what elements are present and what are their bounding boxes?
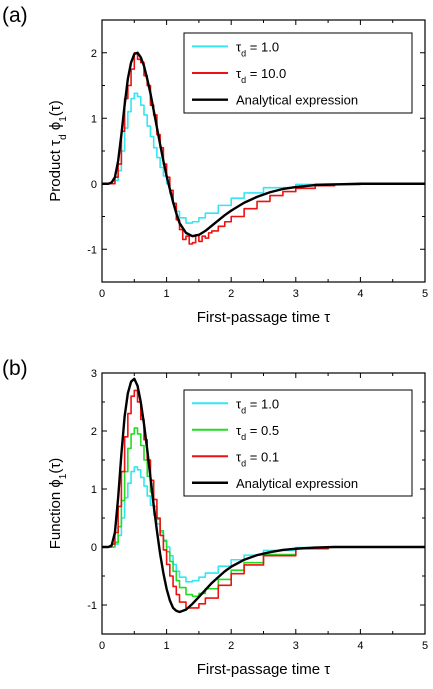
- y-tick-label: 1: [91, 484, 97, 496]
- chart-panel-b: (b) 0 1 2 3 4 5 -1 0 1 2 3 First-passage time τ Funct…: [2, 357, 428, 678]
- legend-label-3: Analytical expression: [236, 93, 358, 108]
- x-tick-label: 2: [228, 288, 234, 300]
- x-tick-label: 4: [357, 640, 363, 652]
- panel-label: (a): [2, 4, 28, 27]
- legend-label-3: τd = 0.1: [236, 449, 279, 468]
- x-tick-label: 5: [422, 288, 428, 300]
- legend-label-1: τd = 1.0: [236, 39, 279, 58]
- panel-label: (b): [2, 357, 28, 380]
- legend-label-1: τd = 1.0: [236, 396, 279, 415]
- series-line-2: [102, 51, 425, 245]
- y-tick-label: 1: [91, 113, 97, 125]
- x-tick-label: 2: [228, 640, 234, 652]
- legend: τd = 1.0 τd = 0.5 τd = 0.1 Analytical expre…: [183, 389, 413, 497]
- x-axis-title: First-passage time τ: [197, 661, 331, 678]
- x-tick-label: 1: [164, 288, 170, 300]
- x-tick-label: 3: [293, 640, 299, 652]
- y-tick-label: 3: [91, 368, 97, 380]
- y-tick-label: -1: [87, 600, 97, 612]
- legend-box: [183, 389, 413, 497]
- legend: τd = 1.0 τd = 10.0 Analytical expression: [183, 32, 413, 114]
- y-tick-label: 0: [91, 542, 97, 554]
- x-tick-label: 1: [164, 640, 170, 652]
- series-line-3: [102, 51, 425, 238]
- y-axis-title: Product τd ϕ1(τ): [47, 100, 69, 201]
- y-tick-label: 2: [91, 426, 97, 438]
- series-line-3: [102, 389, 425, 609]
- y-tick-label: -1: [87, 244, 97, 256]
- y-tick-label: 0: [91, 179, 97, 191]
- legend-label-4: Analytical expression: [236, 476, 358, 491]
- legend-label-2: τd = 0.5: [236, 423, 279, 442]
- chart-panel-a: (a) 0 1 2 3 4 5 -1 0 1 2 First-passage time τ Produc…: [2, 4, 428, 326]
- x-tick-label: 4: [357, 288, 363, 300]
- series-line-1: [102, 92, 425, 224]
- y-axis-title: Function ϕ1(τ): [47, 458, 69, 550]
- y-tick-label: 2: [91, 48, 97, 60]
- x-tick-label: 5: [422, 640, 428, 652]
- x-tick-label: 0: [99, 288, 105, 300]
- series-line-4: [102, 377, 425, 614]
- x-tick-label: 3: [293, 288, 299, 300]
- x-tick-label: 0: [99, 640, 105, 652]
- legend-label-2: τd = 10.0: [236, 66, 286, 85]
- x-axis-title: First-passage time τ: [197, 309, 331, 326]
